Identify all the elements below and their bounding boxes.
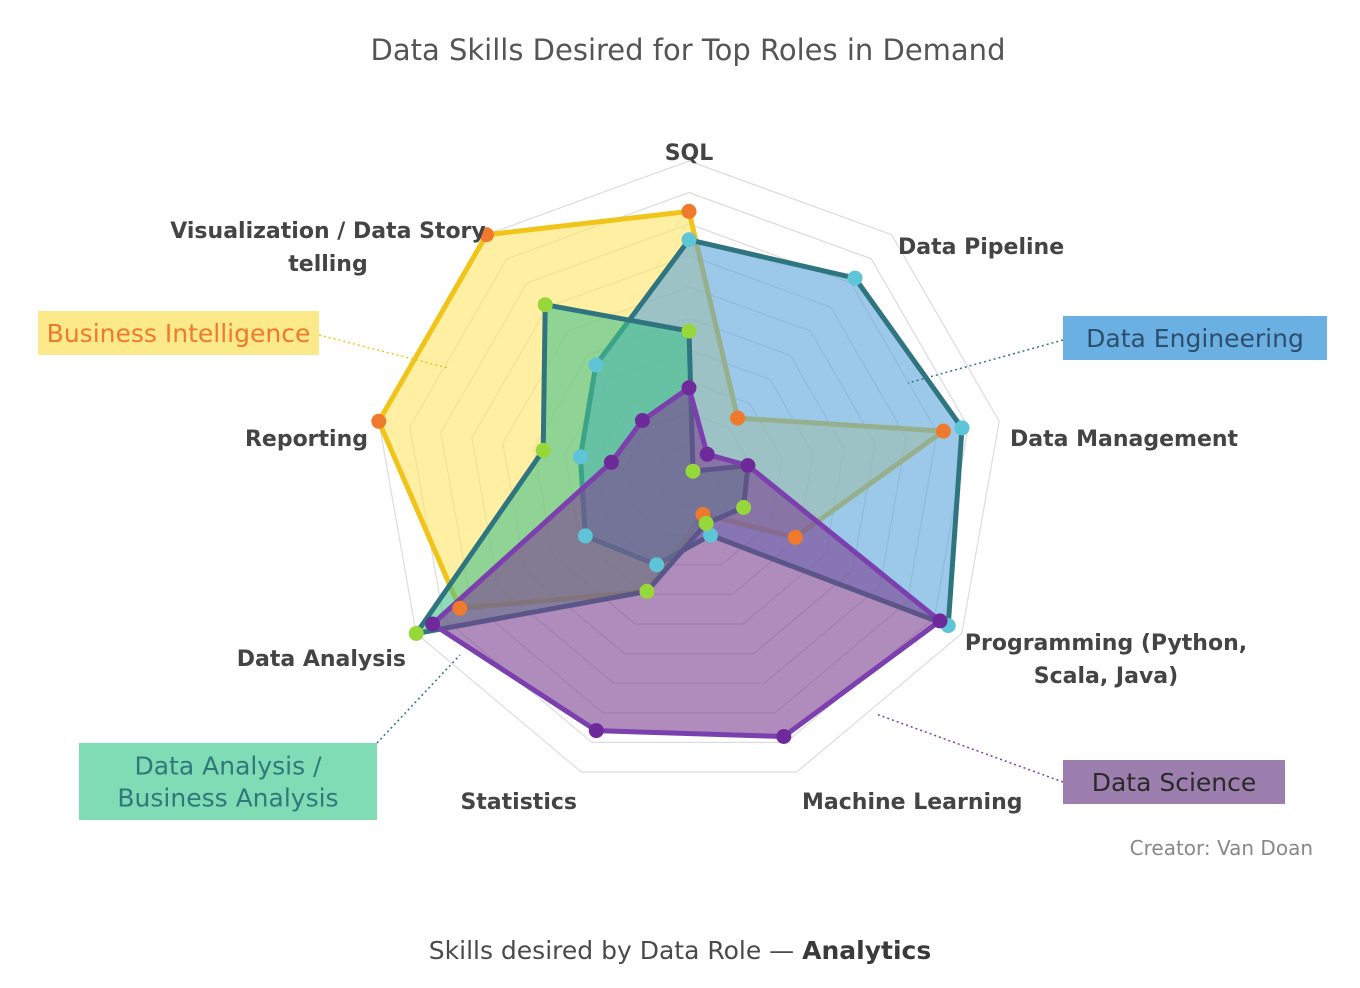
legend-label-data-engineering: Data Engineering — [1086, 324, 1304, 353]
data-point-data-science-data-management — [740, 458, 756, 474]
data-point-data-engineering-machine-learning — [703, 527, 718, 543]
axis-label-machine-learning: Machine Learning — [802, 790, 1022, 815]
creator-credit: Creator: Van Doan — [1130, 836, 1313, 860]
data-point-business-intelligence-data-pipeline — [730, 410, 746, 426]
data-point-data-engineering-data-analysis — [577, 528, 593, 544]
data-point-data-analysis-business-analysis-data-analysis — [408, 626, 424, 641]
data-point-data-science-statistics — [588, 723, 604, 739]
data-point-data-science-programming-python-scala-java — [932, 613, 948, 629]
data-point-data-analysis-business-analysis-reporting — [535, 442, 551, 458]
data-point-business-intelligence-data-management — [935, 423, 951, 439]
data-point-business-intelligence-data-analysis — [452, 600, 468, 616]
data-point-data-science-reporting — [603, 454, 619, 470]
data-point-business-intelligence-sql — [681, 203, 697, 219]
legend-leader-line — [376, 654, 461, 744]
data-point-data-engineering-sql — [681, 232, 697, 248]
markers-layer — [371, 203, 970, 744]
data-point-data-engineering-statistics — [649, 557, 665, 573]
data-point-data-engineering-visualization-data-story-telling — [588, 357, 604, 373]
legend-leader-line — [318, 334, 449, 369]
axis-label-visualization-data-story-telling: Visualization / Data Story telling — [170, 219, 486, 277]
legend-label-data-science: Data Science — [1092, 768, 1257, 797]
caption-bold: Analytics — [802, 936, 932, 965]
data-point-data-science-machine-learning — [776, 729, 792, 744]
data-point-data-analysis-business-analysis-statistics — [639, 583, 655, 599]
data-point-data-engineering-data-pipeline — [847, 270, 863, 286]
data-point-data-engineering-data-management — [954, 420, 970, 436]
caption-prefix: Skills desired by Data Role — — [428, 936, 803, 965]
legend-callout-data-analysis-business-analysis: Data Analysis / Business Analysis — [79, 654, 461, 820]
legend-callouts: Business Intelligence Data Engineering Dat… — [38, 311, 1327, 820]
data-point-business-intelligence-programming-python-scala-java — [787, 529, 803, 545]
legend-leader-line — [875, 713, 1064, 783]
axis-label-sql: SQL — [665, 141, 714, 166]
legend-box — [1063, 760, 1285, 804]
data-point-data-science-data-analysis — [425, 616, 441, 632]
axis-label-data-management: Data Management — [1010, 427, 1239, 452]
legend-leader-line — [907, 339, 1064, 384]
data-point-data-analysis-business-analysis-machine-learning — [698, 515, 714, 531]
axis-label-programming-python-scala-java: Programming (Python, Scala, Java) — [965, 631, 1247, 689]
axis-label-reporting: Reporting — [245, 427, 368, 452]
axis-label-data-pipeline: Data Pipeline — [898, 235, 1064, 260]
legend-label-business-intelligence: Business Intelligence — [47, 319, 311, 348]
data-point-data-science-data-pipeline — [699, 446, 715, 462]
legend-label-data-analysis-business-analysis: Data Analysis / Business Analysis — [117, 752, 338, 813]
chart-title: Data Skills Desired for Top Roles in Dem… — [371, 33, 1006, 67]
legend-box — [1063, 316, 1327, 360]
axis-label-statistics: Statistics — [460, 790, 577, 815]
figure-caption: Skills desired by Data Role — Analytics — [0, 936, 1360, 965]
data-point-data-analysis-business-analysis-programming-python-scala-java — [736, 500, 752, 515]
data-point-data-engineering-reporting — [572, 449, 588, 465]
legend-callout-data-engineering: Data Engineering — [907, 316, 1327, 384]
series-layer — [376, 208, 965, 739]
data-point-data-analysis-business-analysis-sql — [681, 323, 697, 339]
axis-label-data-analysis: Data Analysis — [237, 647, 406, 672]
data-point-data-science-visualization-data-story-telling — [634, 413, 650, 428]
data-point-business-intelligence-visualization-data-story-telling — [479, 227, 494, 243]
data-point-business-intelligence-reporting — [371, 413, 387, 429]
data-point-data-analysis-business-analysis-visualization-data-story-telling — [537, 297, 553, 313]
legend-callout-data-science: Data Science — [875, 713, 1285, 804]
legend-box — [38, 311, 319, 355]
legend-box — [79, 743, 377, 820]
series-area-data-science — [430, 385, 943, 739]
axis-labels: SQL Data Pipeline Data Management Programmi… — [170, 141, 1247, 815]
legend-callout-business-intelligence: Business Intelligence — [38, 311, 449, 369]
data-point-data-analysis-business-analysis-data-pipeline — [685, 463, 701, 479]
data-point-data-science-sql — [681, 380, 697, 396]
